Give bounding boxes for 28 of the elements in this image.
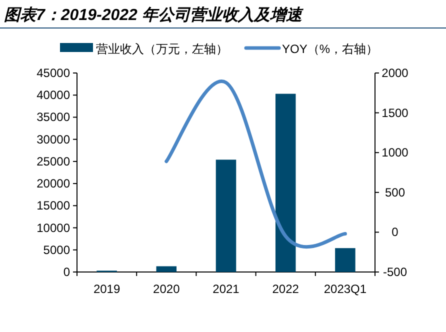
y-tick-label: 25000	[36, 154, 70, 168]
bar	[216, 160, 236, 272]
bar	[335, 248, 356, 272]
x-tick-label: 2023Q1	[324, 282, 367, 296]
x-tick-label: 2019	[93, 282, 120, 296]
y-tick-label: 35000	[36, 110, 70, 124]
y-tick-label: 0	[63, 265, 70, 279]
y-tick-label: 45000	[36, 66, 70, 80]
x-tick-label: 2020	[153, 282, 180, 296]
y2-tick-label: -500	[382, 265, 408, 279]
y-tick-label: 20000	[36, 176, 70, 191]
x-tick-label: 2022	[272, 282, 300, 296]
y-tick-label: 40000	[36, 88, 70, 102]
chart-title: 图表7：2019-2022 年公司营业收入及增速	[4, 6, 304, 24]
legend-label: 营业收入（万元，左轴）	[96, 42, 228, 56]
y2-tick-label: 0	[392, 225, 399, 240]
bar	[275, 94, 296, 272]
legend-label: YOY（%，右轴）	[282, 42, 378, 56]
y-tick-label: 10000	[36, 220, 70, 235]
y-tick-label: 5000	[43, 242, 70, 257]
y2-tick-label: 500	[384, 185, 406, 200]
y2-tick-label: 1000	[382, 146, 409, 160]
x-tick-label: 2021	[212, 282, 240, 296]
y-tick-label: 30000	[36, 132, 70, 146]
y-tick-label: 15000	[36, 198, 70, 213]
y2-tick-label: 1500	[382, 106, 409, 120]
y2-tick-label: 2000	[382, 66, 409, 80]
bar	[156, 266, 177, 272]
